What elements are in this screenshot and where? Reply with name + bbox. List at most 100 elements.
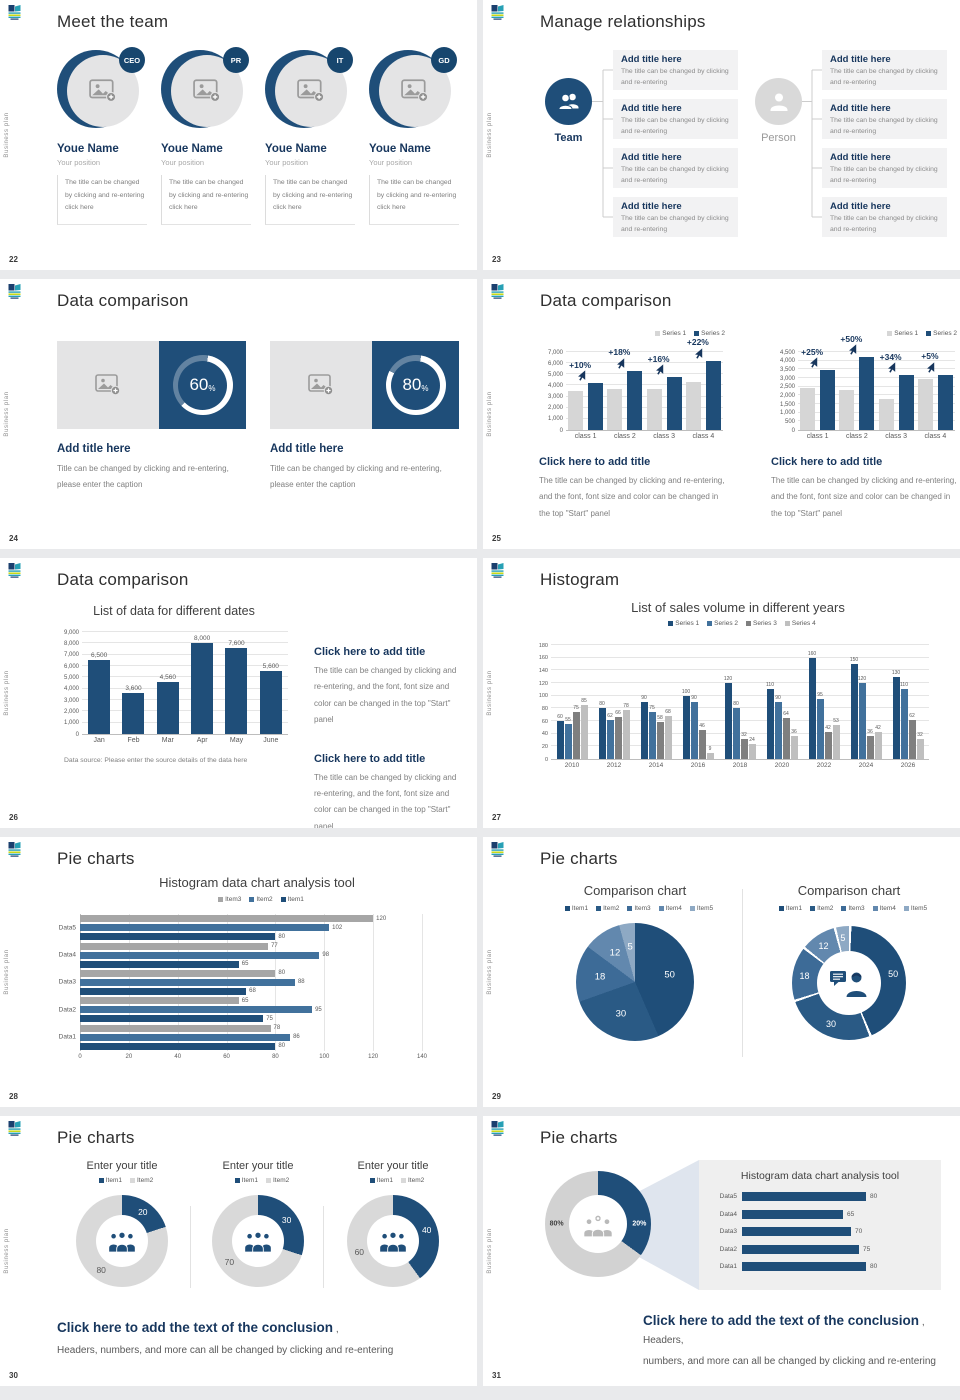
member-name: Youe Name	[57, 143, 119, 155]
chart-block: List of sales volume in different years …	[529, 600, 947, 772]
team-icon	[558, 93, 578, 110]
slide-22[interactable]: Business plan 22 Meet the team CEO Youe N…	[0, 0, 477, 270]
role-badge: PR	[223, 47, 249, 73]
panel-title: Add title here	[270, 443, 344, 455]
avatar: PR	[161, 47, 251, 130]
page-title: Pie charts	[540, 1128, 618, 1147]
picture-placeholder-icon	[95, 374, 121, 396]
member-position: Your position	[369, 158, 413, 167]
divider	[742, 889, 743, 1057]
page-title: Data comparison	[540, 291, 672, 310]
progress-ring: 60%	[172, 355, 233, 415]
brand-logo-icon	[491, 1121, 504, 1136]
page-title: Meet the team	[57, 12, 169, 31]
chart-title: Comparison chart	[797, 883, 901, 898]
grouped-bar-chart: 0 500 1,000 1,500 2,000 2,500 3,000 3,500 4,000 4…	[771, 335, 957, 442]
member-name: Youe Name	[161, 143, 223, 155]
slide-number: 27	[492, 813, 501, 822]
picture-placeholder-icon	[193, 79, 221, 102]
data-source-note: Data source: Please enter the source det…	[64, 757, 248, 764]
chart-legend: Item1 Item2	[60, 1176, 184, 1185]
side-label: Business plan	[4, 949, 10, 995]
pie-wrap: 50 30 18 12 5	[535, 921, 735, 1061]
avatar: CEO	[57, 47, 147, 130]
page-title: Pie charts	[57, 1128, 135, 1147]
divider	[190, 1206, 191, 1288]
progress-tile: 60%	[159, 341, 246, 429]
pie-block: Comparison chart Item1 Item2 Item3 Item4 Ite…	[535, 883, 735, 1061]
member-name: Youe Name	[369, 143, 431, 155]
image-placeholder	[57, 341, 159, 429]
chart-title: List of sales volume in different years	[631, 600, 845, 615]
member-description: The title can be changed by clicking and…	[265, 175, 355, 225]
mini-bar-chart: Data5 80 Data4 65 Data3 70 Data2 75 Data1 80	[719, 1192, 878, 1271]
page-title: Manage relationships	[540, 12, 706, 31]
block-text: The title can be changed by clicking and…	[539, 476, 725, 518]
people-icon	[106, 1230, 138, 1258]
pie-chart: 50 30 18 12 5	[576, 923, 694, 1041]
slide-number: 25	[492, 534, 501, 543]
title-box: Add title here The title can be changed b…	[613, 197, 738, 237]
conclusion-text: Headers, numbers, and more can all be ch…	[57, 1345, 394, 1356]
donut-chart: 20 80	[76, 1195, 168, 1287]
people-gear-icon	[581, 1213, 615, 1243]
slide-23[interactable]: Business plan 23 Manage relationships Tea…	[483, 0, 960, 270]
image-placeholder	[270, 341, 372, 429]
divider	[323, 1206, 324, 1288]
team-title-boxes: Add title here The title can be changed b…	[613, 50, 738, 237]
slide-26[interactable]: Business plan 26 Data comparison List of …	[0, 558, 477, 828]
brand-logo-icon	[8, 1121, 21, 1136]
progress-ring: 80%	[385, 355, 446, 415]
slide-27[interactable]: Business plan 27 Histogram List of sales …	[483, 558, 960, 828]
member-position: Your position	[57, 158, 101, 167]
role-badge: GD	[431, 47, 457, 73]
slide-number: 24	[9, 534, 18, 543]
side-label: Business plan	[487, 1228, 493, 1274]
donut-chart: 30 70	[212, 1195, 304, 1287]
panel-caption: Title can be changed by clicking and re-…	[270, 464, 442, 489]
chart-block: List of data for different dates 0 1,000 2…	[52, 604, 296, 764]
slide-number: 26	[9, 813, 18, 822]
donut-block: Enter your title Item1 Item2 20 80	[60, 1160, 184, 1287]
role-badge: CEO	[119, 47, 145, 73]
comparison-panel: 60%	[57, 341, 246, 429]
chart-column: Series 1 Series 2 0 1,000 2,000 3,000 4,000 5,…	[539, 329, 725, 522]
member-name: Youe Name	[265, 143, 327, 155]
progress-tile: 80%	[372, 341, 459, 429]
donut-block: Enter your title Item1 Item2 30 70	[196, 1160, 320, 1287]
picture-placeholder-icon	[89, 79, 117, 102]
slide-number: 23	[492, 255, 501, 264]
brand-logo-icon	[491, 842, 504, 857]
page-title: Pie charts	[57, 849, 135, 868]
title-box: Add title here The title can be changed b…	[822, 148, 947, 188]
chart-column: Series 1 Series 2 0 500 1,000 1,500 2,000 2,50…	[771, 329, 957, 522]
slide-number: 31	[492, 1371, 501, 1380]
chart-legend: Item1 Item2	[331, 1176, 455, 1185]
slide-25[interactable]: Business plan 25 Data comparison Series 1…	[483, 279, 960, 549]
picture-placeholder-icon	[297, 79, 325, 102]
chart-block: Histogram data chart analysis tool Item3…	[50, 875, 464, 1066]
person-circle	[755, 78, 802, 125]
slide-30[interactable]: Business plan 30 Pie charts Enter your ti…	[0, 1116, 477, 1386]
slide-24[interactable]: Business plan 24 Data comparison 60% 80% …	[0, 279, 477, 549]
brand-logo-icon	[8, 284, 21, 299]
conclusion-suffix: ,	[333, 1324, 339, 1335]
team-member-card: IT Youe Name Your position The title can…	[265, 47, 362, 225]
slide-31[interactable]: Business plan 31 Pie charts 20% 80% Histog…	[483, 1116, 960, 1386]
role-badge: IT	[327, 47, 353, 73]
chart-title: Enter your title	[357, 1160, 429, 1172]
connector-lines	[592, 69, 822, 218]
chart-legend: Item3 Item2 Item1	[50, 895, 464, 904]
chart-legend: Series 1 Series 2 Series 3 Series 4	[529, 619, 947, 628]
grouped-bar-chart: 0 1,000 2,000 3,000 4,000 5,000 6,000 7,000 +10%…	[539, 338, 725, 442]
person-label: Person	[761, 132, 796, 144]
donut-wrap: 50 30 18 12 5	[749, 921, 949, 1061]
side-label: Business plan	[487, 949, 493, 995]
brand-logo-icon	[491, 284, 504, 299]
avatar: GD	[369, 47, 459, 130]
page-title: Histogram	[540, 570, 620, 589]
slide-28[interactable]: Business plan 28 Pie charts Histogram dat…	[0, 837, 477, 1107]
slide-29[interactable]: Business plan 29 Pie charts Comparison ch…	[483, 837, 960, 1107]
conclusion-suffix: , Headers,	[643, 1317, 925, 1346]
